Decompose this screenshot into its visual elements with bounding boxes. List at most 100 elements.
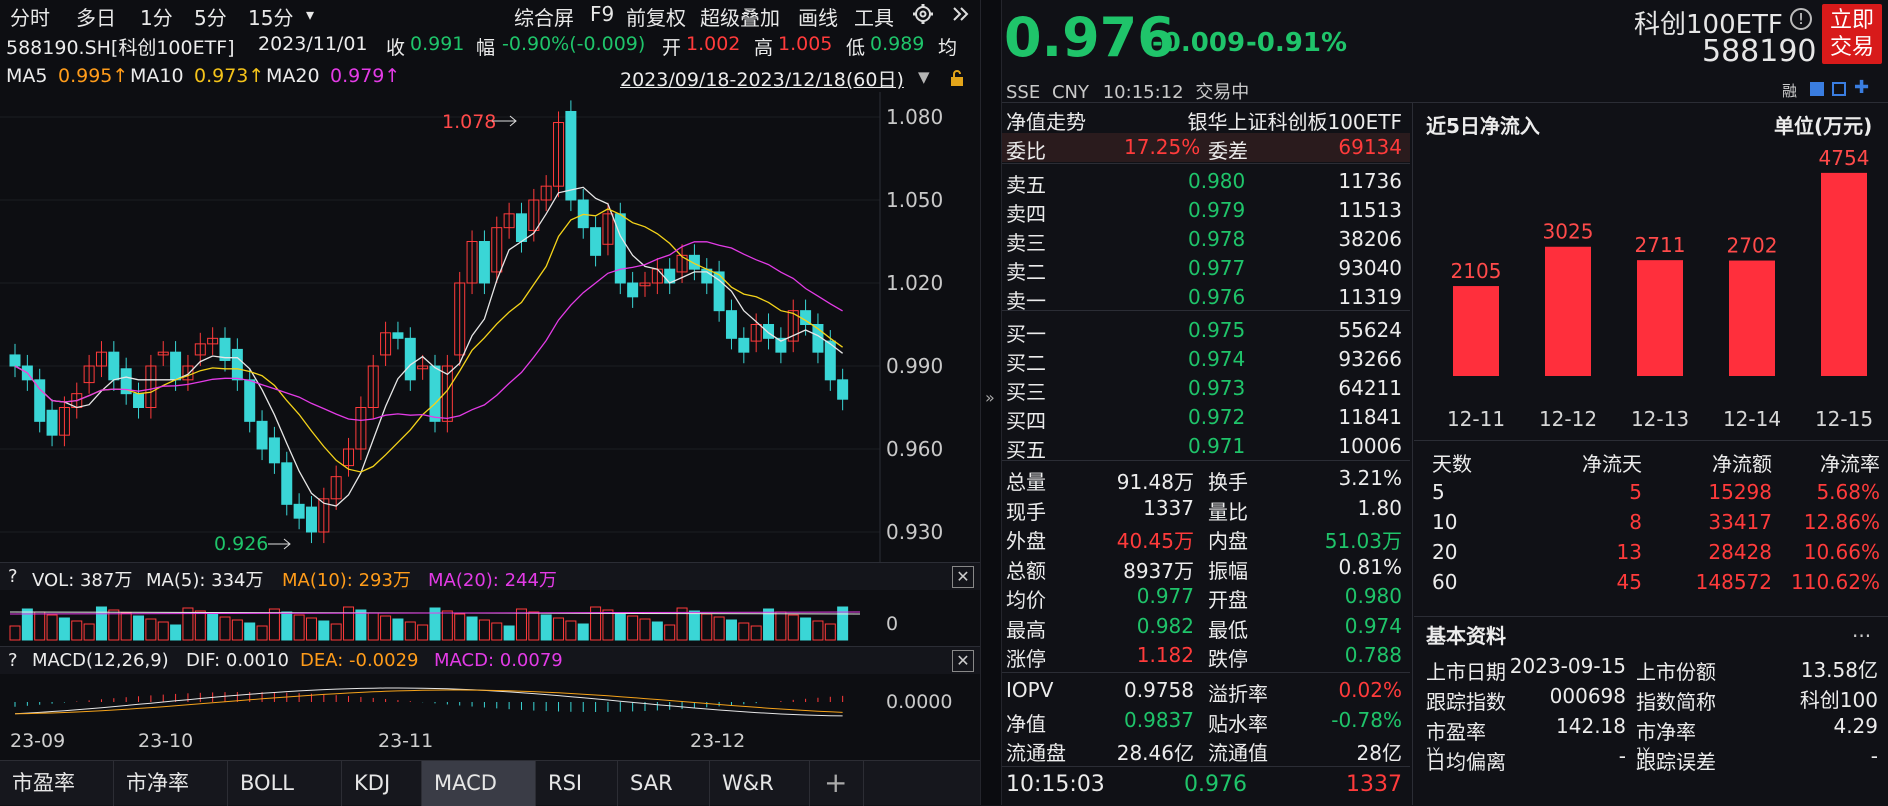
basic-info-more-button[interactable]: ...: [1852, 618, 1872, 642]
tab-multiday[interactable]: 多日: [76, 6, 116, 30]
ask-level-row[interactable]: 卖四 0.979 11513: [1002, 196, 1410, 226]
macd-dif: DIF: 0.0010: [186, 650, 289, 671]
bid-level-row[interactable]: 买一 0.975 55624: [1002, 316, 1410, 346]
stat-value: 0.788: [1344, 643, 1402, 667]
security-code: 588190.SH[科创100ETF]: [6, 37, 235, 59]
adjust-button[interactable]: 前复权: [626, 6, 686, 30]
tab-rsi[interactable]: RSI: [536, 761, 618, 806]
stat-label: 内盘: [1208, 529, 1248, 553]
date-range-selector[interactable]: 2023/09/18-2023/12/18(60日): [620, 69, 904, 91]
help-icon[interactable]: ?: [8, 650, 18, 671]
ma5-value: 0.995↑: [58, 65, 129, 87]
tab-1min[interactable]: 1分: [140, 6, 173, 30]
tab-sar[interactable]: SAR: [618, 761, 710, 806]
tab-macd[interactable]: MACD: [422, 761, 536, 806]
stat-value: 0.9758: [1124, 678, 1194, 702]
ma-legend-line: MA5 0.995↑ MA10 0.973↑ MA20 0.979↑ 2023/…: [0, 62, 980, 92]
level-label: 买四: [1006, 409, 1046, 433]
collapse-chevron-icon[interactable]: »: [985, 388, 995, 407]
close-volume-panel-button[interactable]: ✕: [952, 566, 974, 588]
flow-category-label: 12-12: [1539, 407, 1597, 431]
draw-line-button[interactable]: 画线: [798, 6, 838, 30]
expand-double-chevron-icon[interactable]: [948, 2, 974, 26]
security-name: 科创100ETF: [1634, 10, 1783, 40]
ask-level-row[interactable]: 卖三 0.978 38206: [1002, 225, 1410, 255]
volume-bar: [750, 625, 762, 641]
candle-body: [787, 310, 799, 342]
level-price: 0.971: [1188, 434, 1246, 458]
table-cell: 13: [1616, 540, 1642, 564]
volume-bar: [503, 625, 515, 641]
range-dropdown-icon[interactable]: ▼: [918, 68, 930, 86]
high-value: 1.005: [778, 33, 833, 55]
candle-body: [627, 282, 639, 298]
tools-button[interactable]: 工具: [854, 6, 894, 30]
volume-bar: [701, 613, 713, 641]
help-icon[interactable]: ?: [8, 566, 18, 587]
collapse-handle[interactable]: »: [980, 0, 1002, 805]
f9-button[interactable]: F9: [590, 2, 615, 26]
bid-level-row[interactable]: 买五 0.971 10006: [1002, 432, 1410, 462]
ma-line: [14, 241, 843, 422]
stat-value: 0.974: [1344, 613, 1402, 638]
candle-body: [763, 324, 775, 339]
flow-unit: 单位(万元): [1774, 114, 1873, 138]
add-watchlist-icon[interactable]: ✚: [1854, 77, 1870, 98]
bid-level-row[interactable]: 买四 0.972 11841: [1002, 403, 1410, 433]
volume-bar: [367, 612, 379, 641]
candle-body: [553, 122, 565, 187]
tab-timeshare[interactable]: 分时: [10, 6, 50, 30]
info-label: 日均偏离 1Y: [1426, 745, 1506, 774]
volume-bar: [281, 611, 293, 641]
period-dropdown-icon[interactable]: ▾: [306, 5, 315, 24]
tab-5min[interactable]: 5分: [194, 6, 227, 30]
level-volume: 64211: [1338, 376, 1402, 400]
bid-level-row[interactable]: 买三 0.973 64211: [1002, 374, 1410, 404]
tab-wr[interactable]: W&R: [710, 761, 810, 806]
settings-gear-icon[interactable]: [910, 2, 936, 26]
y-tick: 1.050: [886, 188, 943, 212]
composite-screen-button[interactable]: 综合屏: [514, 6, 574, 30]
candle-body: [380, 332, 392, 356]
ma10-label: MA10: [130, 65, 184, 87]
column-header: 净流率: [1820, 452, 1880, 476]
volume-panel-header: ? VOL: 387万 MA(5): 334万 MA(10): 293万 MA(…: [0, 562, 980, 591]
candle-body: [824, 340, 836, 381]
level-volume: 11841: [1338, 405, 1402, 429]
tab-pe[interactable]: 市盈率: [0, 761, 114, 806]
volume-bar: [21, 608, 33, 641]
table-cell: 33417: [1708, 510, 1772, 534]
ask-level-row[interactable]: 卖二 0.977 93040: [1002, 254, 1410, 284]
edit-icon[interactable]: [1810, 82, 1824, 96]
alert-icon[interactable]: [1832, 82, 1846, 96]
candle-body: [108, 351, 120, 381]
ask-level-row[interactable]: 卖五 0.980 11736: [1002, 167, 1410, 197]
volume-bar: [170, 624, 182, 641]
trade-now-button[interactable]: 立即 交易: [1822, 4, 1882, 64]
overlay-button[interactable]: 超级叠加: [700, 6, 780, 30]
lock-icon[interactable]: [946, 68, 968, 88]
flow-bar: [1453, 286, 1499, 376]
x-tick: 23-12: [690, 730, 746, 752]
candlestick-chart[interactable]: 1.080 1.050 1.020 0.990 0.960 0.930 1.07…: [0, 92, 980, 562]
candle-body: [46, 409, 58, 436]
flow-bar-label: 2702: [1727, 234, 1778, 258]
tab-boll[interactable]: BOLL: [228, 761, 342, 806]
candle-body: [58, 407, 70, 436]
basic-info-row: 跟踪指数 000698 指数简称 科创100: [1426, 684, 1878, 714]
stat-value: -0.78%: [1331, 707, 1402, 732]
tab-15min[interactable]: 15分: [248, 6, 294, 30]
y-tick: 1.020: [886, 271, 943, 295]
volume-bar: [108, 609, 120, 641]
nav-trend-link[interactable]: 净值走势: [1006, 110, 1086, 134]
info-icon[interactable]: !: [1790, 8, 1812, 30]
tab-pb[interactable]: 市净率: [114, 761, 228, 806]
ask-level-row[interactable]: 卖一 0.976 11319: [1002, 283, 1410, 313]
add-indicator-plus-icon[interactable]: +: [810, 761, 864, 806]
bid-level-row[interactable]: 买二 0.974 93266: [1002, 345, 1410, 375]
volume-bar: [688, 610, 700, 641]
price-change: -0.009: [1152, 28, 1246, 58]
close-macd-panel-button[interactable]: ✕: [952, 650, 974, 672]
stat-value: 1.80: [1357, 495, 1402, 520]
tab-kdj[interactable]: KDJ: [342, 761, 422, 806]
